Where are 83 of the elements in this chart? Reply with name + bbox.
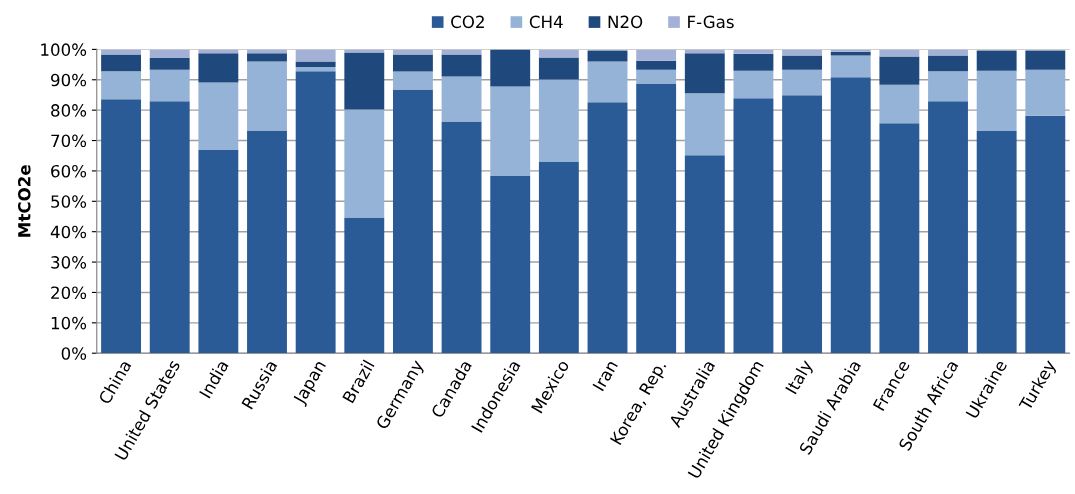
legend-label: F-Gas bbox=[688, 15, 734, 29]
y-tick-label: 10% bbox=[51, 316, 87, 330]
y-tick-label: 100% bbox=[41, 43, 87, 56]
bar bbox=[830, 77, 871, 354]
y-tick-label: 70% bbox=[51, 134, 87, 148]
bar bbox=[490, 176, 531, 354]
bar bbox=[928, 101, 968, 354]
bar bbox=[101, 54, 142, 72]
legend-label: N2O bbox=[608, 15, 643, 29]
bar bbox=[636, 69, 677, 84]
bar bbox=[149, 101, 190, 354]
bar bbox=[879, 123, 920, 354]
bar bbox=[636, 49, 677, 61]
legend-label: CH4 bbox=[529, 15, 563, 29]
y-tick-label: 0% bbox=[61, 347, 87, 360]
bar bbox=[636, 60, 677, 70]
bar bbox=[198, 82, 239, 150]
bar bbox=[976, 131, 1017, 354]
bar bbox=[198, 53, 239, 83]
bar bbox=[879, 84, 920, 124]
bar bbox=[879, 56, 920, 85]
bar bbox=[733, 49, 774, 54]
bar bbox=[295, 71, 336, 354]
bar bbox=[538, 57, 579, 80]
bar bbox=[247, 61, 287, 131]
bar bbox=[782, 55, 823, 70]
bar bbox=[392, 54, 433, 72]
bar bbox=[101, 99, 142, 354]
bar bbox=[149, 69, 190, 102]
bar bbox=[441, 121, 482, 354]
bar bbox=[538, 162, 579, 354]
y-tick-label: 30% bbox=[51, 256, 87, 269]
bar bbox=[733, 53, 774, 71]
bar bbox=[684, 53, 725, 94]
bar bbox=[490, 86, 531, 177]
bar bbox=[1025, 115, 1066, 354]
bar bbox=[198, 149, 239, 354]
bar bbox=[101, 49, 142, 55]
bar bbox=[782, 95, 823, 354]
bar bbox=[344, 217, 385, 354]
bar bbox=[587, 50, 628, 62]
bar bbox=[976, 50, 1017, 71]
y-tick-label: 80% bbox=[51, 104, 87, 117]
bar bbox=[295, 67, 336, 72]
bar bbox=[295, 61, 336, 68]
y-tick-label: 20% bbox=[51, 286, 87, 300]
bar bbox=[247, 53, 287, 62]
bar bbox=[295, 49, 336, 62]
bar bbox=[149, 49, 190, 58]
bar bbox=[587, 61, 628, 103]
bar bbox=[733, 98, 774, 354]
bar bbox=[782, 69, 823, 96]
bar bbox=[684, 93, 725, 156]
bar bbox=[830, 55, 871, 78]
bar bbox=[538, 49, 579, 58]
bar bbox=[441, 49, 482, 55]
bar bbox=[928, 71, 968, 102]
bar bbox=[976, 70, 1017, 132]
bar bbox=[344, 109, 385, 218]
bar bbox=[538, 79, 579, 163]
bar bbox=[684, 155, 725, 354]
legend-label: CO2 bbox=[451, 15, 484, 29]
bar bbox=[636, 83, 677, 354]
bar bbox=[1025, 69, 1066, 116]
bar bbox=[392, 49, 433, 55]
bar bbox=[149, 57, 190, 70]
y-tick-label: 40% bbox=[50, 225, 87, 239]
y-tick-label: 50% bbox=[51, 195, 87, 208]
bar bbox=[101, 71, 142, 100]
bar bbox=[247, 130, 287, 354]
bar bbox=[392, 89, 433, 354]
bar bbox=[928, 55, 968, 72]
bar bbox=[392, 71, 433, 90]
bar bbox=[1025, 50, 1066, 70]
y-tick-label: 90% bbox=[51, 73, 87, 87]
bar bbox=[441, 76, 482, 122]
bar bbox=[733, 70, 774, 99]
bar bbox=[490, 49, 531, 87]
bar bbox=[441, 54, 482, 77]
bar bbox=[344, 52, 385, 110]
y-tick-label: 60% bbox=[51, 164, 87, 178]
y-axis-title: MtCO2e bbox=[17, 165, 31, 237]
bar bbox=[587, 102, 628, 354]
